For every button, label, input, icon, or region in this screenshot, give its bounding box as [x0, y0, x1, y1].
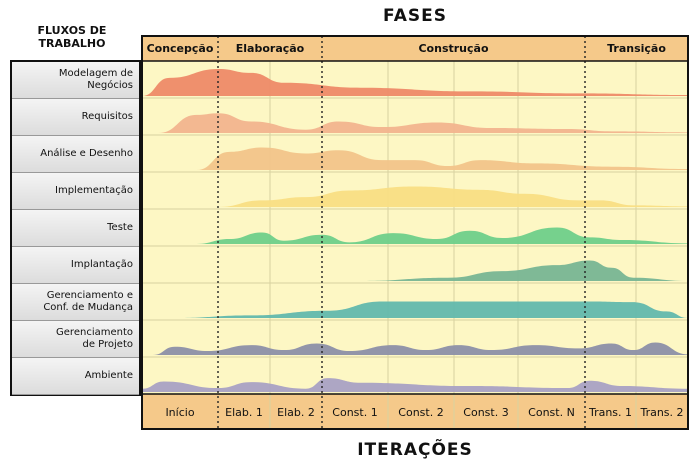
workflow-label-8: Gerenciamento de Projeto [12, 321, 139, 358]
iteration-label-4: Const. 1 [332, 406, 377, 419]
iteration-label-5: Const. 2 [398, 406, 443, 419]
workflow-hump-2 [158, 113, 688, 133]
iteration-label-8: Trans. 1 [588, 406, 632, 419]
iteration-label-6: Const. 3 [463, 406, 508, 419]
workflow-label-7: Gerenciamento e Conf. de Mudança [12, 284, 139, 321]
iteration-label-7: Const. N [528, 406, 575, 419]
workflow-hump-8 [152, 342, 689, 355]
workflow-label-4: Implementação [12, 173, 139, 210]
iteration-label-2: Elab. 1 [225, 406, 263, 419]
workflows-title: FLUXOS DE TRABALHO [37, 24, 107, 50]
phase-label-2: Elaboração [236, 42, 305, 55]
workflow-label-5: Teste [12, 210, 139, 247]
workflow-hump-3 [196, 147, 688, 170]
workflow-label-1: Modelagem de Negócios [12, 62, 139, 99]
iteration-label-3: Elab. 2 [277, 406, 315, 419]
workflow-hump-1 [142, 68, 688, 96]
chart-frame [141, 35, 689, 430]
workflow-hump-7 [174, 301, 688, 318]
workflow-column: Modelagem de Negócios Requisitos Análise e… [10, 60, 141, 396]
phase-header-band [142, 36, 688, 61]
phase-label-1: Concepção [147, 42, 214, 55]
phases-title: FASES [383, 6, 447, 26]
workflow-hump-6 [360, 260, 688, 281]
workflow-label-3: Análise e Desenho [12, 136, 139, 173]
iteration-band [142, 394, 688, 429]
workflow-hump-9 [142, 378, 688, 392]
iteration-label-9: Trans. 2 [639, 406, 683, 419]
phase-label-4: Transição [607, 42, 666, 55]
workflow-hump-4 [218, 186, 688, 207]
phase-label-3: Construção [418, 42, 488, 55]
workflow-label-9: Ambiente [12, 358, 139, 395]
iterations-title: ITERAÇÕES [357, 440, 473, 460]
iteration-label-1: Início [165, 406, 194, 419]
workflow-hump-5 [196, 227, 688, 244]
chart-background [142, 36, 688, 429]
workflow-label-2: Requisitos [12, 99, 139, 136]
workflow-label-6: Implantação [12, 247, 139, 284]
